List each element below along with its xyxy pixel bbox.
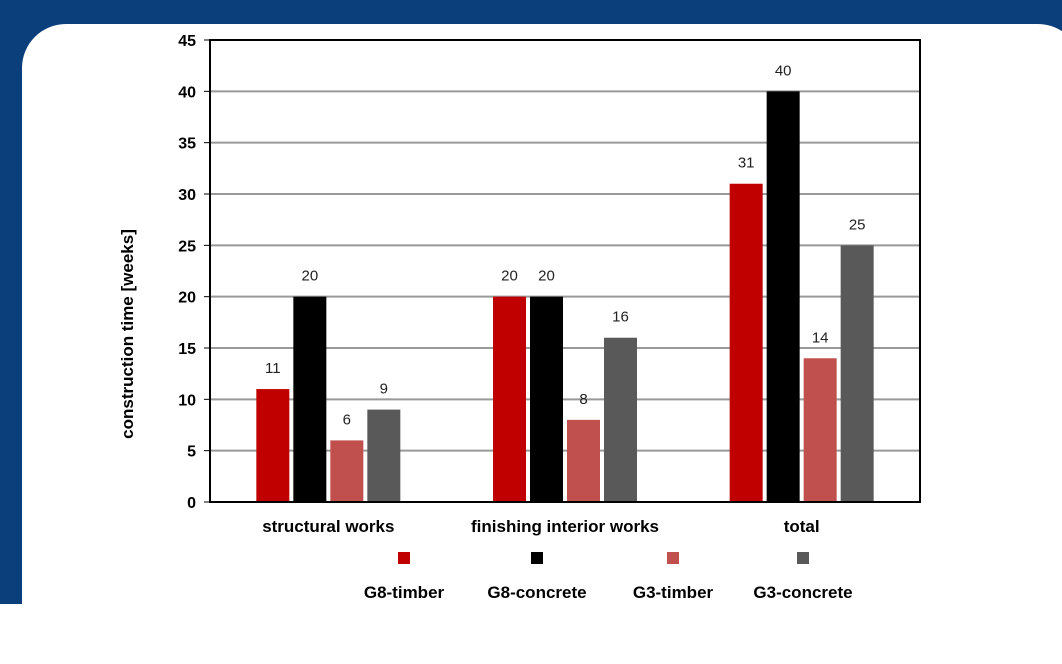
y-tick-label: 25 — [178, 238, 196, 255]
data-label: 20 — [301, 268, 318, 285]
legend: G8-timber G8-concrete G3-timber G3-concrete — [364, 552, 853, 602]
data-label: 20 — [538, 268, 555, 285]
axes — [209, 39, 921, 503]
legend-label: G3-timber — [633, 583, 714, 602]
data-label: 20 — [501, 268, 518, 285]
data-label: 25 — [849, 216, 866, 233]
category-label: finishing interior works — [471, 517, 659, 536]
y-tick-label: 30 — [178, 187, 196, 204]
bars — [256, 91, 874, 503]
category-labels: structural works finishing interior works… — [262, 517, 819, 536]
y-tick-label: 15 — [178, 341, 196, 358]
bar — [840, 245, 874, 503]
plot-area-border — [209, 39, 921, 503]
bar — [567, 419, 600, 502]
y-tick-label: 45 — [178, 33, 196, 50]
data-label: 31 — [738, 155, 755, 172]
data-label: 9 — [380, 381, 388, 398]
y-tick-labels: 0 5 10 15 20 25 30 35 40 45 — [178, 33, 196, 512]
bar — [256, 389, 290, 502]
bar — [330, 440, 364, 502]
legend-label: G3-concrete — [753, 583, 852, 602]
bar — [729, 183, 763, 502]
y-tick-label: 20 — [178, 290, 196, 307]
y-tick-label: 35 — [178, 136, 196, 153]
y-tick-label: 10 — [178, 392, 196, 409]
legend-swatch — [797, 552, 809, 564]
bar-chart: 11 20 6 9 20 20 8 16 31 40 14 25 0 5 10 15 20 25 30 35 40 45… — [118, 33, 921, 602]
category-label: total — [784, 517, 820, 536]
y-axis-label: construction time [weeks] — [118, 229, 137, 439]
bar — [293, 296, 327, 502]
bar — [803, 358, 837, 502]
bar — [604, 337, 637, 502]
bar — [766, 91, 800, 502]
legend-swatch — [398, 552, 410, 564]
y-tick-label: 40 — [178, 84, 196, 101]
y-tick-label: 0 — [187, 495, 196, 512]
legend-label: G8-timber — [364, 583, 445, 602]
data-label: 6 — [343, 411, 351, 428]
data-label: 16 — [612, 309, 629, 326]
bar — [530, 296, 563, 502]
data-labels: 11 20 6 9 20 20 8 16 31 40 14 25 — [265, 62, 865, 428]
legend-swatch — [667, 552, 679, 564]
category-label: structural works — [262, 517, 394, 536]
bar — [367, 409, 401, 502]
data-label: 8 — [579, 391, 587, 408]
data-label: 14 — [812, 329, 829, 346]
legend-label: G8-concrete — [487, 583, 586, 602]
data-label: 40 — [775, 62, 792, 79]
bar — [493, 296, 526, 502]
legend-swatch — [531, 552, 543, 564]
y-tick-label: 5 — [187, 444, 196, 461]
data-label: 11 — [265, 360, 281, 377]
